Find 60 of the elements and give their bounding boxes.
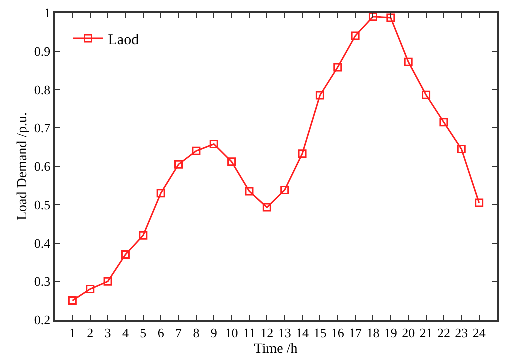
y-tick-label: 0.6 [34,159,52,174]
point [440,118,448,127]
point [386,14,396,22]
point [228,158,236,166]
x-tick-label: 17 [349,325,363,340]
x-tick-label: 18 [366,325,380,340]
point [280,186,290,195]
point [316,91,324,100]
point [351,32,360,40]
y-axis-title: Load Demand /p.u. [16,112,30,221]
x-tick-label: 24 [472,325,486,340]
x-tick-label: 3 [104,325,112,340]
point [245,187,254,196]
y-tick-label: 0.4 [34,236,52,251]
point [262,203,272,212]
x-tick-label: 13 [278,325,292,340]
point [139,231,148,240]
x-tick-label: 6 [158,325,165,340]
x-tick-label: 14 [296,325,310,340]
point [210,140,218,148]
y-tick-label: 0.3 [34,274,51,290]
point [457,144,466,154]
point [422,90,431,100]
point [404,58,413,66]
y-tick-label: 0.7 [34,120,52,136]
point [334,63,342,72]
y-tick-label: 0.9 [34,44,51,59]
y-tick-label: 0.5 [34,197,51,212]
x-tick-label: 7 [176,325,183,340]
x-tick-label: 12 [260,325,274,340]
y-tick-label: 0.8 [34,82,51,98]
x-tick-label: 11 [243,325,256,340]
point [121,250,130,260]
x-tick-label: 16 [331,325,345,340]
y-tick-label: 0.2 [34,312,51,328]
point [104,277,112,286]
x-tick-label: 19 [384,325,398,340]
x-tick-label: 5 [140,325,147,340]
x-tick-label: 15 [314,325,327,340]
legend-label: Laod [108,32,140,48]
x-tick-label: 23 [455,325,468,340]
y-tick-label: 1 [44,6,51,21]
x-axis-title: Time /h [254,342,298,358]
x-tick-label: 21 [420,325,433,340]
x-tick-label: 9 [210,325,218,340]
point [174,160,184,169]
point [298,150,307,158]
point [86,285,95,294]
x-tick-label: 20 [402,325,416,340]
x-tick-label: 8 [193,325,200,340]
point [368,13,378,22]
x-tick-label: 2 [87,325,94,340]
point [156,189,166,198]
x-tick-label: 22 [437,325,450,340]
x-tick-label: 10 [225,325,238,340]
point [68,296,77,306]
x-tick-label: 4 [122,325,130,340]
point [192,146,201,156]
point [475,198,484,208]
x-tick-label: 1 [69,325,76,340]
